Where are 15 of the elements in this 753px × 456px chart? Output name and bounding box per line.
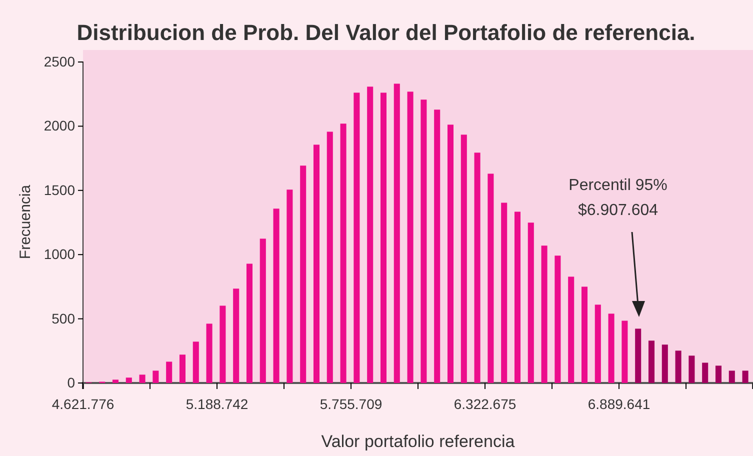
x-tick-label: 6.889.641 <box>588 396 650 412</box>
x-tick-label: 5.188.742 <box>186 396 248 412</box>
y-axis-title: Frecuencia <box>17 184 34 260</box>
x-tick-label: 5.755.709 <box>320 396 382 412</box>
y-tick-label: 2000 <box>44 118 76 134</box>
x-tick-label: 4.621.776 <box>52 396 114 412</box>
chart-title: Distribucion de Prob. Del Valor del Portafolio de referencia. <box>76 20 696 45</box>
y-tick-label: 500 <box>52 310 76 326</box>
y-tick-label: 2500 <box>44 53 76 70</box>
y-tick-label: 1000 <box>44 246 76 262</box>
annotation: Percentil 95% $6.907.604 <box>568 177 668 219</box>
y-tick-label: 0 <box>67 374 76 390</box>
x-tick-label: 6.322.675 <box>454 396 516 412</box>
y-tick-label: 1500 <box>44 182 76 198</box>
x-axis-title: Valor portafolio referencia <box>321 432 516 451</box>
